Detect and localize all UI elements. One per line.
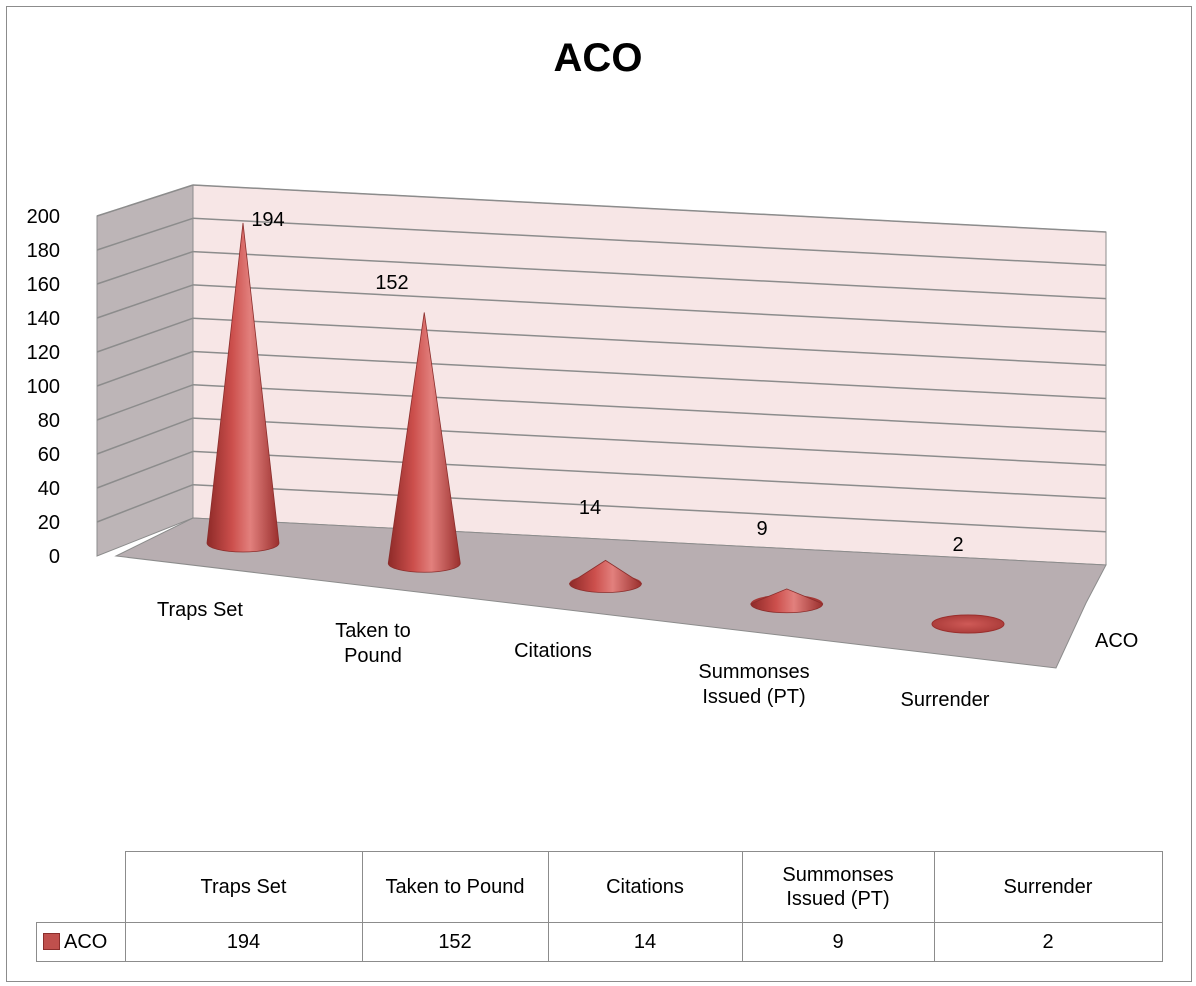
back-gridline	[192, 483, 1107, 533]
side-gridline	[96, 350, 194, 387]
data-label: 9	[756, 518, 767, 540]
y-tick-label: 80	[38, 410, 60, 432]
series-swatch-icon	[43, 932, 60, 950]
data-table-row: ACO 194 152 14 9 2	[36, 922, 1163, 962]
x-tick-label: Taken to Pound	[335, 620, 411, 667]
data-table-header-cell: Taken to Pound	[361, 851, 549, 923]
x-tick-label: Citations	[514, 640, 592, 662]
data-table: Traps Set Taken to Pound Citations Summo…	[36, 851, 1163, 962]
back-gridline	[192, 217, 1107, 267]
data-table-corner	[36, 851, 126, 923]
data-table-header-cell: Summonses Issued (PT)	[741, 851, 935, 923]
x-tick-label: Traps Set	[157, 599, 243, 621]
side-gridline	[96, 484, 194, 523]
y-tick-label: 100	[27, 376, 60, 398]
side-gridline	[96, 250, 194, 285]
back-gridline	[192, 350, 1107, 400]
side-gridline	[96, 417, 194, 455]
data-table-header-cell: Traps Set	[124, 851, 363, 923]
cone-mark	[750, 588, 824, 614]
cone-body	[750, 588, 824, 614]
data-table-series-key: ACO	[36, 922, 126, 962]
back-gridline	[192, 250, 1107, 300]
side-gridline	[96, 284, 194, 319]
gridlines	[96, 184, 1107, 533]
y-tick-label: 200	[27, 206, 60, 228]
back-gridline	[192, 384, 1107, 433]
y-tick-label: 120	[27, 342, 60, 364]
data-table-header-cell: Citations	[547, 851, 743, 923]
data-table-header-cell: Surrender	[933, 851, 1163, 923]
side-gridline	[96, 217, 194, 251]
side-gridline	[96, 317, 194, 353]
y-tick-label: 180	[27, 240, 60, 262]
series-axis-label: ACO	[1095, 630, 1138, 652]
back-gridline	[192, 284, 1107, 333]
side-wall	[96, 184, 194, 557]
y-axis-ticks: 0 20 40 60 80 100 120 140 160 180 200	[27, 206, 60, 568]
y-tick-label: 20	[38, 512, 60, 534]
chart-marks: 194 152 14 9 2	[206, 209, 1005, 634]
x-axis-labels: Traps Set Taken to Pound Citations Summonses…	[157, 599, 990, 711]
back-gridline	[192, 417, 1107, 466]
y-tick-label: 160	[27, 274, 60, 296]
x-tick-label: Summonses Issued (PT)	[698, 661, 809, 708]
data-table-series-label: ACO	[64, 930, 108, 953]
data-label: 14	[579, 497, 601, 519]
side-gridline	[96, 384, 194, 421]
data-table-cell: 2	[933, 922, 1163, 962]
data-label: 152	[375, 272, 408, 294]
y-tick-label: 140	[27, 308, 60, 330]
cone-body	[387, 312, 461, 573]
floor	[114, 517, 1107, 669]
cone-body	[569, 559, 642, 593]
side-gridline	[96, 450, 194, 489]
data-label: 194	[251, 209, 284, 231]
cone-mark	[931, 614, 1005, 634]
cone-mark	[387, 312, 461, 573]
y-tick-label: 40	[38, 478, 60, 500]
y-tick-label: 0	[49, 546, 60, 568]
back-gridline	[192, 317, 1107, 366]
back-gridline	[192, 184, 1107, 233]
cone-body	[206, 222, 280, 553]
cone-mark	[569, 559, 642, 593]
x-tick-label: Surrender	[901, 689, 990, 711]
data-table-cell: 14	[547, 922, 743, 962]
side-gridline	[96, 184, 194, 217]
data-table-cell: 194	[124, 922, 363, 962]
back-gridline	[192, 450, 1107, 500]
cone-mark	[206, 222, 280, 553]
chart-title: ACO	[553, 36, 643, 80]
data-table-cell: 152	[361, 922, 549, 962]
data-label: 2	[952, 534, 963, 556]
data-table-cell: 9	[741, 922, 935, 962]
data-table-header-row: Traps Set Taken to Pound Citations Summo…	[36, 851, 1163, 923]
y-tick-label: 60	[38, 444, 60, 466]
